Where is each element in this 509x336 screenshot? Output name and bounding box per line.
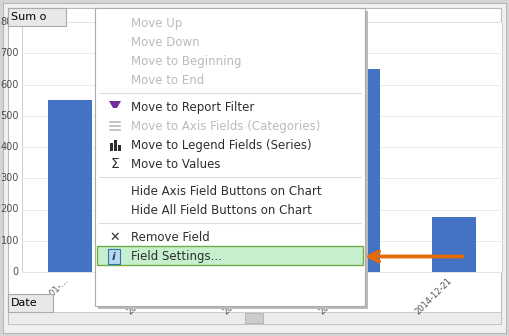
Text: Move Up: Move Up — [131, 17, 182, 30]
Text: Σ: Σ — [110, 158, 120, 171]
Text: Move to Legend Fields (Series): Move to Legend Fields (Series) — [131, 139, 312, 152]
Bar — [98, 11, 368, 309]
Text: Sum o: Sum o — [11, 12, 46, 22]
Text: 0: 0 — [13, 267, 19, 277]
Text: 2014-01-...: 2014-01-... — [32, 276, 70, 314]
Text: 500: 500 — [1, 111, 19, 121]
Text: 300: 300 — [1, 173, 19, 183]
Bar — [22, 22, 502, 272]
Bar — [8, 294, 53, 312]
Bar — [48, 100, 92, 272]
Text: Move to End: Move to End — [131, 74, 204, 87]
Text: Move to Beginning: Move to Beginning — [131, 55, 241, 68]
Bar — [240, 184, 284, 272]
Text: Remove Field: Remove Field — [131, 231, 210, 244]
Bar — [336, 69, 380, 272]
Text: Move to Axis Fields (Categories): Move to Axis Fields (Categories) — [131, 120, 320, 133]
Bar — [145, 187, 188, 272]
Bar — [245, 313, 263, 323]
Text: Date: Date — [11, 298, 38, 308]
Text: Move to Values: Move to Values — [131, 158, 220, 171]
Text: 700: 700 — [1, 48, 19, 58]
Bar — [118, 145, 121, 151]
Text: i: i — [112, 252, 116, 262]
Text: Hide All Field Buttons on Chart: Hide All Field Buttons on Chart — [131, 204, 312, 217]
Text: Field Settings...: Field Settings... — [131, 250, 222, 263]
Text: Move to Report Filter: Move to Report Filter — [131, 101, 254, 114]
Bar — [95, 8, 365, 306]
Text: 2014-11-05: 2014-11-05 — [318, 276, 358, 316]
Text: 400: 400 — [1, 142, 19, 152]
Text: ✕: ✕ — [110, 231, 120, 244]
Text: 2014-10-24: 2014-10-24 — [222, 276, 262, 316]
Bar — [108, 249, 120, 264]
Bar — [433, 217, 475, 272]
Bar — [97, 246, 363, 265]
Text: 2014-09-16: 2014-09-16 — [126, 276, 166, 317]
Text: 800: 800 — [1, 17, 19, 27]
Text: Hide Axis Field Buttons on Chart: Hide Axis Field Buttons on Chart — [131, 185, 322, 198]
Text: Move Down: Move Down — [131, 36, 200, 49]
Bar — [114, 140, 117, 151]
Text: 100: 100 — [1, 236, 19, 246]
Text: 600: 600 — [1, 80, 19, 89]
Text: 2014-12-21: 2014-12-21 — [414, 276, 454, 316]
Bar — [8, 8, 66, 26]
Bar — [8, 312, 501, 324]
Text: 200: 200 — [1, 205, 19, 214]
Bar — [110, 143, 113, 151]
Polygon shape — [109, 101, 121, 108]
